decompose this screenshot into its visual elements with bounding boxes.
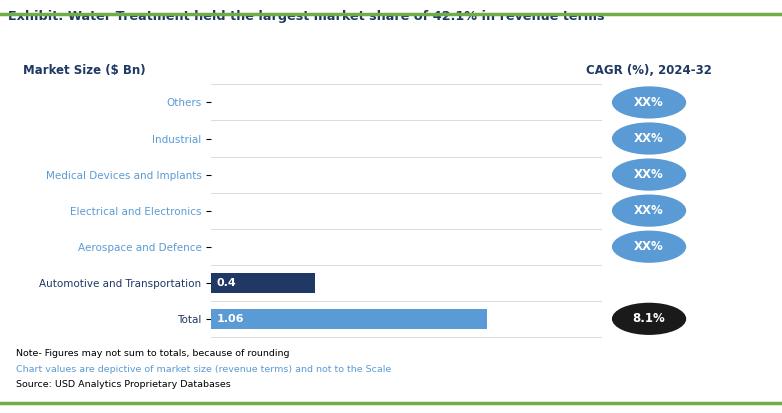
Text: Market Size ($ Bn): Market Size ($ Bn) xyxy=(23,64,146,77)
Bar xyxy=(211,273,315,293)
Text: XX%: XX% xyxy=(634,240,664,253)
Text: 1.06: 1.06 xyxy=(217,314,244,324)
Text: 0.4: 0.4 xyxy=(217,278,236,288)
Text: Note- Figures may not sum to totals, because of rounding: Note- Figures may not sum to totals, bec… xyxy=(16,349,289,358)
Text: XX%: XX% xyxy=(634,168,664,181)
Text: CAGR (%), 2024-32: CAGR (%), 2024-32 xyxy=(586,64,712,77)
Bar xyxy=(211,309,487,329)
Text: Exhibit: Water Treatment held the largest market share of 42.1% in revenue terms: Exhibit: Water Treatment held the larges… xyxy=(8,10,604,23)
Text: 8.1%: 8.1% xyxy=(633,312,665,325)
Text: XX%: XX% xyxy=(634,204,664,217)
Text: XX%: XX% xyxy=(634,132,664,145)
Text: Chart values are depictive of market size (revenue terms) and not to the Scale: Chart values are depictive of market siz… xyxy=(16,365,391,374)
Text: Source: USD Analytics Proprietary Databases: Source: USD Analytics Proprietary Databa… xyxy=(16,380,231,389)
Text: XX%: XX% xyxy=(634,96,664,109)
